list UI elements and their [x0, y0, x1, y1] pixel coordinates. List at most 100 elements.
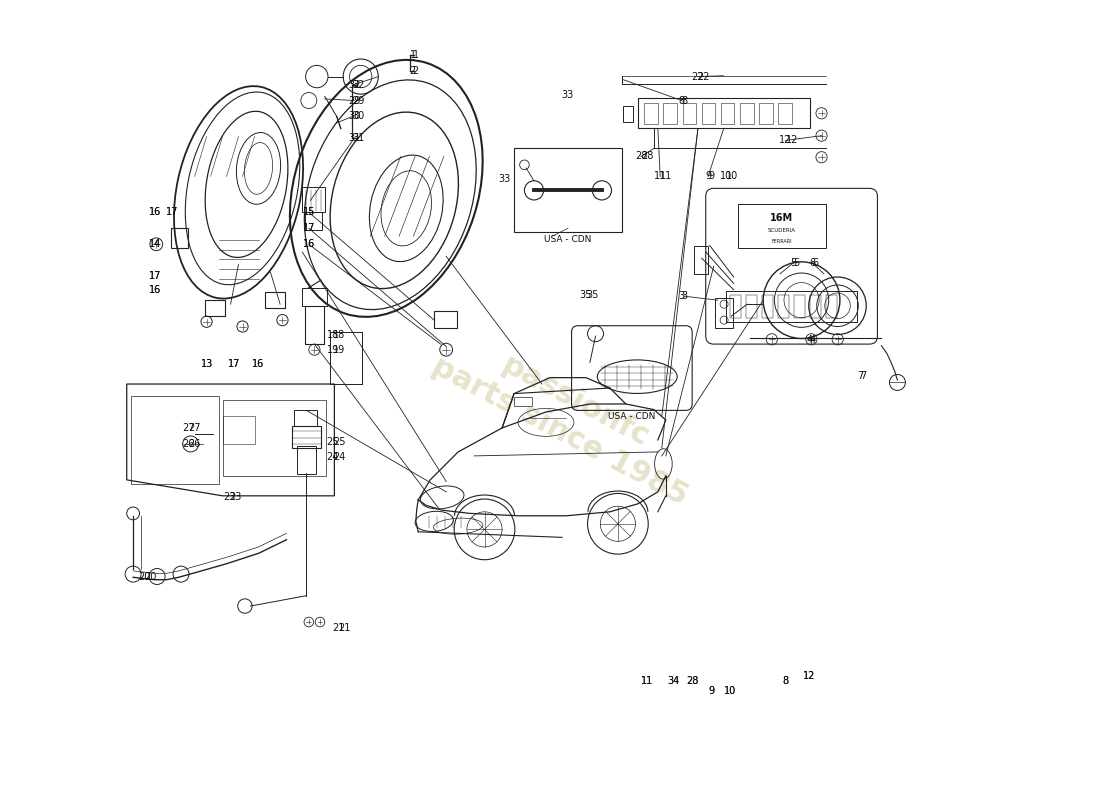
Bar [222, 416, 254, 444]
Bar [514, 397, 531, 406]
Bar [292, 426, 321, 448]
Bar [825, 295, 837, 318]
Bar [810, 295, 821, 318]
Text: USA - CDN: USA - CDN [544, 235, 592, 244]
Text: 12: 12 [780, 135, 792, 146]
Bar [305, 212, 322, 230]
Text: 28: 28 [686, 676, 698, 686]
Text: 17: 17 [302, 223, 315, 234]
Bar [645, 103, 658, 124]
Text: 17: 17 [166, 207, 178, 218]
Text: 11: 11 [660, 171, 672, 182]
Bar [434, 310, 456, 328]
Bar [297, 446, 316, 474]
Text: 16: 16 [148, 207, 161, 218]
Text: 17: 17 [166, 207, 178, 218]
Text: 20: 20 [139, 572, 151, 582]
Text: 5: 5 [793, 258, 800, 268]
Bar [729, 295, 741, 318]
Bar [638, 98, 810, 129]
Text: 35: 35 [586, 290, 598, 299]
Text: 18: 18 [327, 330, 339, 339]
Text: 35: 35 [580, 290, 592, 299]
Text: 19: 19 [327, 346, 339, 355]
Text: 21: 21 [332, 622, 344, 633]
Text: 23: 23 [223, 493, 235, 502]
Text: 10: 10 [724, 686, 736, 697]
Text: 34: 34 [668, 676, 680, 686]
Text: 17: 17 [229, 359, 241, 369]
Text: 16M: 16M [770, 213, 793, 223]
Bar [305, 306, 324, 344]
Bar [759, 103, 773, 124]
Bar [740, 103, 754, 124]
Bar [663, 103, 676, 124]
Text: 16: 16 [252, 359, 265, 369]
Text: 9: 9 [708, 686, 714, 697]
Text: passionfc
parts since 1985: passionfc parts since 1985 [427, 322, 708, 510]
Text: 9: 9 [708, 686, 714, 697]
Text: 16: 16 [148, 207, 161, 218]
Text: 10: 10 [719, 171, 732, 182]
Text: 7: 7 [857, 371, 864, 381]
Text: 25: 25 [333, 437, 345, 446]
Bar [779, 103, 792, 124]
Text: 15: 15 [302, 207, 315, 218]
Text: 19: 19 [333, 346, 345, 355]
Bar [302, 186, 324, 212]
Text: 21: 21 [339, 622, 351, 633]
Text: 3: 3 [681, 291, 688, 301]
Text: 17: 17 [148, 271, 161, 282]
Text: 12: 12 [803, 670, 816, 681]
Bar [761, 295, 773, 318]
Text: 26: 26 [183, 439, 195, 449]
Bar [222, 400, 327, 476]
Bar [793, 295, 805, 318]
Text: 11: 11 [654, 171, 667, 182]
Bar [131, 396, 219, 484]
Text: 9: 9 [705, 171, 712, 182]
Text: 25: 25 [327, 437, 339, 446]
Text: 15: 15 [302, 207, 315, 218]
Text: 34: 34 [668, 676, 680, 686]
Text: 29: 29 [349, 95, 361, 106]
Bar [726, 291, 858, 322]
Bar [720, 103, 735, 124]
Text: 16: 16 [148, 285, 161, 294]
Text: 30: 30 [349, 110, 361, 121]
Text: 16: 16 [302, 239, 315, 250]
Text: 24: 24 [327, 453, 339, 462]
Text: 29: 29 [352, 95, 364, 106]
Bar [778, 295, 789, 318]
Text: 23: 23 [229, 493, 241, 502]
Bar [170, 228, 188, 248]
Text: 13: 13 [200, 359, 212, 369]
Text: 20: 20 [144, 572, 156, 582]
Text: 5: 5 [791, 258, 796, 268]
Text: FERRARI: FERRARI [771, 239, 792, 244]
Bar [301, 288, 327, 306]
Text: 30: 30 [352, 110, 364, 121]
Text: 17: 17 [148, 271, 161, 282]
Bar [694, 246, 708, 274]
Text: 8: 8 [682, 95, 688, 106]
Text: 8: 8 [782, 676, 789, 686]
Bar [683, 103, 696, 124]
Text: USA - CDN: USA - CDN [608, 412, 656, 422]
Text: 10: 10 [724, 686, 736, 697]
Text: 26: 26 [188, 439, 201, 449]
Text: 10: 10 [726, 171, 738, 182]
Text: 32: 32 [349, 79, 361, 90]
Text: 7: 7 [860, 371, 866, 381]
Text: 16: 16 [302, 239, 315, 250]
Text: 28: 28 [635, 151, 647, 162]
Text: 3: 3 [678, 291, 684, 301]
Text: 2: 2 [412, 66, 419, 76]
Text: 14: 14 [148, 239, 161, 250]
Bar [330, 332, 362, 384]
Text: 8: 8 [782, 676, 789, 686]
Text: 28: 28 [641, 151, 653, 162]
Text: 4: 4 [810, 335, 816, 345]
Text: 33: 33 [561, 90, 574, 100]
Text: 2: 2 [409, 66, 416, 76]
